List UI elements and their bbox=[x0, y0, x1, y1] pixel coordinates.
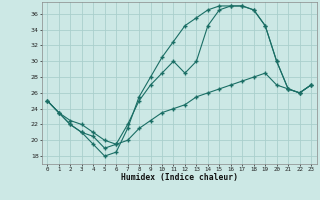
X-axis label: Humidex (Indice chaleur): Humidex (Indice chaleur) bbox=[121, 173, 238, 182]
